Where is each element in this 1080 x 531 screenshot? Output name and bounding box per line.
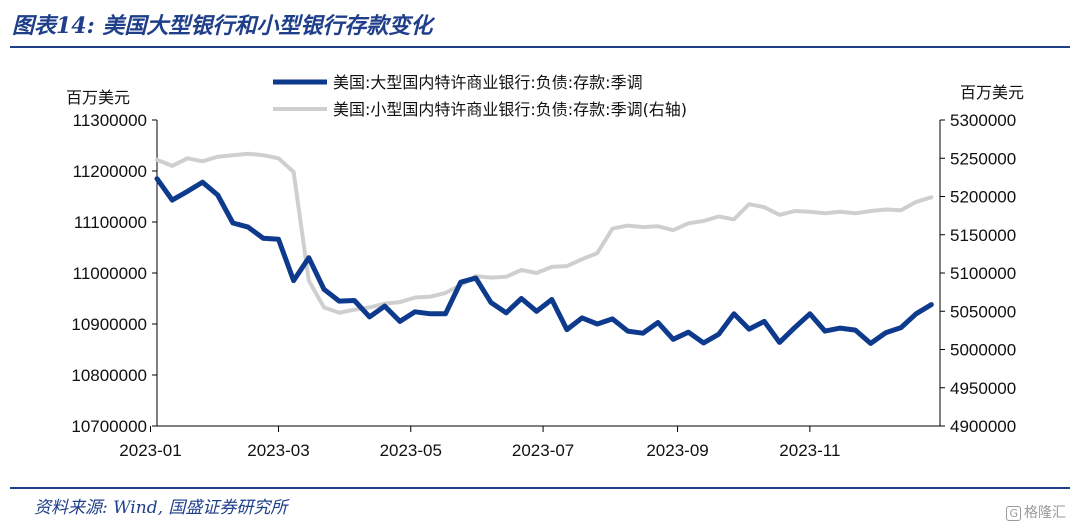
watermark-logo-icon: G (1006, 506, 1021, 521)
chart-axes (156, 120, 941, 427)
left-tick-label: 10900000 (71, 315, 147, 334)
right-tick-label: 5150000 (950, 226, 1016, 245)
right-tick-label: 5300000 (950, 111, 1016, 130)
right-tick-label: 5000000 (950, 341, 1016, 360)
left-tick-label: 11200000 (73, 162, 147, 181)
x-tick-label: 2023-03 (247, 441, 309, 460)
right-tick-label: 5250000 (950, 149, 1016, 168)
series-small-banks-line (155, 151, 934, 315)
legend-label: 美国:大型国内特许商业银行:负债:存款:季调 (333, 73, 643, 92)
left-tick-label: 11000000 (73, 264, 147, 283)
legend-label: 美国:小型国内特许商业银行:负债:存款:季调(右轴) (333, 100, 687, 119)
figure-title: 图表14: 美国大型银行和小型银行存款变化 (12, 13, 433, 39)
x-tick-label: 2023-01 (119, 441, 181, 460)
footer-divider (10, 487, 1070, 489)
watermark: G 格隆汇 (1006, 502, 1066, 522)
x-tick-label: 2023-11 (779, 441, 840, 460)
x-tick-label: 2023-09 (646, 441, 708, 460)
right-tick-label: 5050000 (950, 302, 1016, 321)
watermark-text: 格隆汇 (1024, 505, 1066, 521)
x-tick-label: 2023-07 (512, 441, 574, 460)
left-axis-unit: 百万美元 (66, 88, 130, 107)
left-tick-label: 10800000 (71, 366, 147, 385)
title-divider (10, 46, 1070, 48)
right-tick-label: 4950000 (950, 379, 1016, 398)
chart-legend: 美国:大型国内特许商业银行:负债:存款:季调美国:小型国内特许商业银行:负债:存… (273, 73, 687, 119)
source-note: 资料来源: Wind, 国盛证券研究所 (34, 498, 288, 518)
series-large-banks-line (154, 176, 934, 346)
right-tick-label: 5100000 (950, 264, 1016, 283)
axis-ticks: 11300000 11200000 11100000 11000000 10900000… (71, 111, 1016, 460)
right-axis-unit: 百万美元 (960, 83, 1024, 102)
right-tick-label: 5200000 (950, 188, 1016, 207)
left-tick-label: 11300000 (73, 111, 147, 130)
series-layer (154, 151, 934, 346)
right-tick-label: 4900000 (950, 417, 1016, 436)
left-tick-label: 11100000 (74, 213, 147, 232)
x-tick-label: 2023-05 (380, 441, 442, 460)
left-tick-label: 10700000 (71, 417, 147, 436)
